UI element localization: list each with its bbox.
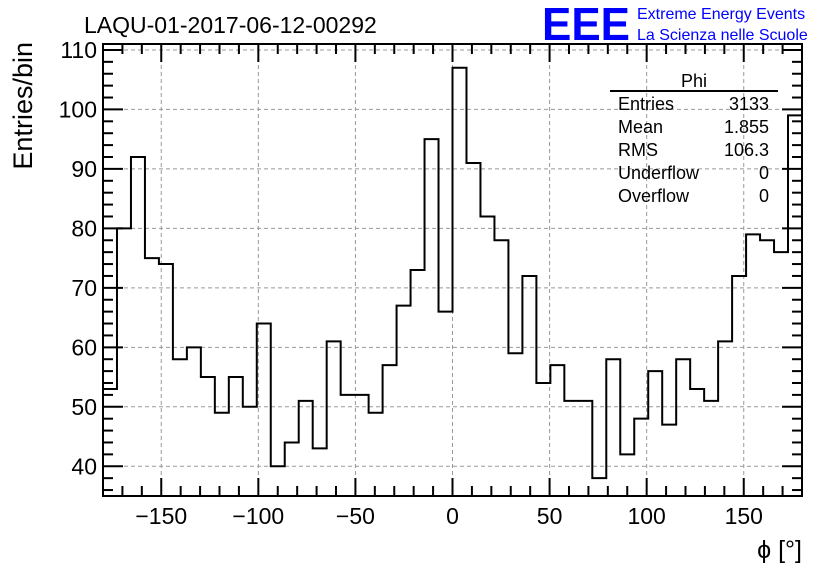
eee-logo: EEE Extreme Energy Events La Scienza nel… (542, 0, 808, 50)
stats-label: Mean (618, 117, 663, 137)
stats-title: Phi (681, 71, 707, 91)
y-axis-label: Entries/bin (8, 42, 38, 170)
x-tick-label: 50 (537, 503, 563, 529)
x-tick-label: −50 (336, 503, 375, 529)
stats-value: 1.855 (724, 117, 769, 137)
y-tick-label: 80 (71, 215, 97, 241)
x-tick-label: 0 (446, 503, 459, 529)
histogram-step-line (102, 66, 803, 496)
x-axis-label: ϕ [°] (757, 536, 802, 564)
stats-value: 106.3 (724, 140, 769, 160)
y-tick-label: 100 (59, 96, 97, 122)
y-tick-labels: 40 50 60 70 80 90 100 110 (59, 37, 97, 479)
stats-label: Overflow (618, 186, 690, 206)
y-tick-label: 50 (71, 394, 97, 420)
stats-label: Underflow (618, 163, 700, 183)
stats-value: 0 (759, 186, 769, 206)
x-tick-labels: −150 −100 −50 0 50 100 150 (135, 503, 763, 529)
logo-line2: La Scienza nelle Scuole (637, 27, 808, 44)
stats-box: Phi Entries 3133 Mean 1.855 RMS 106.3 Underflo… (610, 71, 778, 206)
axis-ticks (102, 44, 803, 496)
y-tick-label: 90 (71, 156, 97, 182)
stats-label: RMS (618, 140, 658, 160)
y-tick-label: 110 (60, 37, 97, 63)
stats-label: Entries (618, 94, 674, 114)
x-tick-label: −150 (135, 503, 187, 529)
stats-value: 0 (759, 163, 769, 183)
y-tick-label: 70 (71, 275, 97, 301)
stats-value: 3133 (729, 94, 769, 114)
y-tick-label: 60 (71, 334, 97, 360)
x-tick-label: 150 (725, 503, 763, 529)
logo-eee: EEE (542, 0, 630, 50)
y-tick-label: 40 (71, 453, 97, 479)
x-tick-label: −100 (232, 503, 284, 529)
x-tick-label: 100 (627, 503, 665, 529)
chart-title: LAQU-01-2017-06-12-00292 (84, 12, 377, 38)
logo-line1: Extreme Energy Events (637, 6, 805, 23)
